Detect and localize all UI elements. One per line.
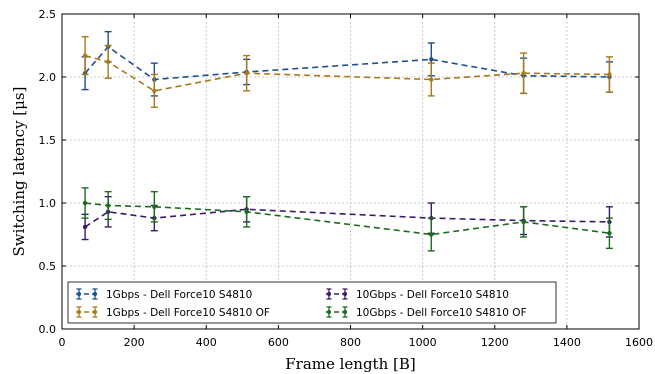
legend-entry: 1Gbps - Dell Force10 S4810 OF [76, 306, 270, 319]
y-tick-label: 1.0 [39, 197, 57, 210]
data-point [429, 57, 434, 62]
data-point [105, 59, 111, 65]
data-point [82, 200, 88, 206]
legend-marker [343, 310, 347, 314]
legend-label: 1Gbps - Dell Force10 S4810 OF [106, 307, 270, 319]
series-line [84, 45, 610, 81]
data-point [244, 209, 249, 215]
legend-label: 1Gbps - Dell Force10 S4810 [106, 289, 252, 301]
x-tick-label: 1600 [625, 336, 653, 349]
axis-ticks: 0 200 400 600 800 1000 1200 1400 1600 0.0 0.5 1.0 1.… [39, 8, 654, 349]
data-point [152, 88, 157, 94]
y-axis-label: Switching latency [μs] [10, 87, 28, 257]
x-tick-label: 200 [124, 336, 145, 349]
legend-marker [93, 292, 97, 296]
data-point [429, 232, 434, 237]
y-tick-label: 1.5 [39, 134, 57, 147]
series-4 [81, 187, 613, 252]
series-1 [81, 30, 613, 97]
legend-marker [327, 310, 331, 314]
series-plot [81, 30, 613, 252]
legend-marker [77, 292, 81, 296]
grid-lines [62, 14, 639, 329]
legend-entry: 1Gbps - Dell Force10 S4810 [76, 288, 252, 301]
x-tick-label: 1200 [481, 336, 509, 349]
x-tick-label: 800 [340, 336, 361, 349]
x-tick-label: 600 [268, 336, 289, 349]
y-tick-label: 2.5 [39, 8, 57, 21]
x-tick-label: 1000 [409, 336, 437, 349]
legend-box [67, 281, 557, 324]
data-point [607, 72, 612, 77]
data-point [152, 204, 157, 209]
series-line [84, 54, 610, 92]
data-point [82, 53, 88, 58]
data-point [521, 219, 526, 225]
data-point [105, 203, 111, 208]
legend: 1Gbps - Dell Force10 S4810 1Gbps - Dell F… [67, 281, 557, 324]
data-point [82, 224, 88, 230]
x-tick-label: 400 [196, 336, 217, 349]
legend-marker [93, 310, 97, 314]
legend-marker [343, 292, 347, 296]
y-tick-label: 2.0 [39, 71, 57, 84]
legend-label: 10Gbps - Dell Force10 S4810 [356, 289, 509, 301]
x-tick-label: 0 [59, 336, 66, 349]
legend-entry: 10Gbps - Dell Force10 S4810 OF [326, 306, 527, 319]
data-point [244, 71, 249, 76]
y-tick-label: 0.5 [39, 260, 57, 273]
y-tick-label: 0.0 [39, 323, 57, 336]
data-point [521, 71, 526, 76]
legend-marker [327, 292, 331, 296]
data-point [607, 231, 612, 236]
data-point [429, 77, 434, 82]
x-tick-label: 1400 [553, 336, 581, 349]
legend-entry: 10Gbps - Dell Force10 S4810 [326, 288, 509, 301]
legend-label: 10Gbps - Dell Force10 S4810 OF [356, 307, 527, 319]
legend-marker [77, 310, 81, 314]
series-2 [81, 35, 613, 108]
series-line [85, 202, 610, 236]
x-axis-label: Frame length [B] [285, 355, 416, 373]
